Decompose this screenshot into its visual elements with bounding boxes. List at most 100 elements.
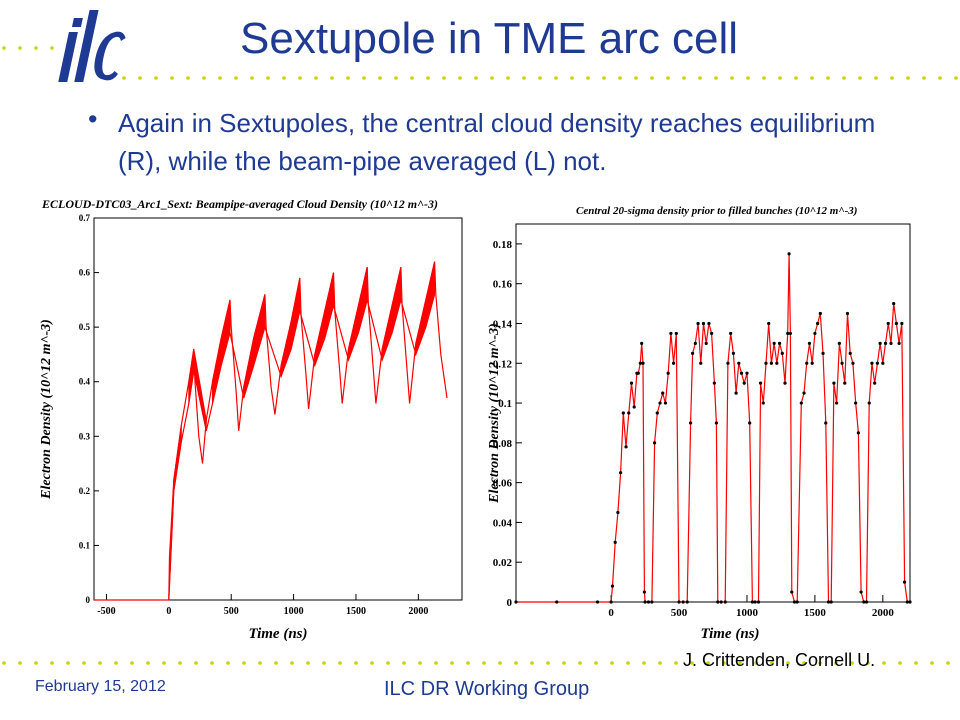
ilc-logo-mark (58, 10, 126, 82)
density-band-segment (280, 277, 301, 377)
dot (818, 661, 822, 665)
data-point (840, 361, 844, 365)
data-point (632, 405, 636, 409)
data-point (867, 401, 871, 405)
dot (898, 661, 902, 665)
chart-title: Central 20-sigma density prior to filled… (576, 205, 857, 217)
dot (906, 76, 910, 80)
dot (938, 76, 942, 80)
y-tick-label: 0.04 (493, 517, 513, 529)
chart-title: ECLOUD-DTC03_Arc1_Sext: Beampipe-average… (41, 197, 438, 211)
x-axis-label: Time (ns) (700, 626, 759, 642)
dot (202, 76, 206, 80)
density-band-segment (381, 267, 402, 361)
data-point (514, 600, 518, 604)
data-point (783, 381, 787, 385)
dot (34, 661, 38, 665)
top-dotted-rule (120, 76, 960, 80)
density-band-segment (415, 261, 436, 355)
data-point (699, 361, 703, 365)
bullet-marker: • (88, 104, 98, 134)
data-point (642, 590, 646, 594)
y-tick-label: 0.6 (79, 268, 91, 278)
dot (954, 76, 958, 80)
dot (914, 661, 918, 665)
dot (874, 76, 878, 80)
bullet-text: Again in Sextupoles, the central cloud d… (118, 108, 876, 176)
y-tick-label: 0.08 (493, 438, 513, 450)
dot (50, 661, 54, 665)
data-point (818, 311, 822, 316)
dot (594, 661, 598, 665)
data-point (908, 600, 912, 604)
dot (2, 661, 6, 665)
dot (690, 661, 694, 665)
data-point (691, 351, 695, 355)
data-point (646, 600, 651, 604)
y-tick-label: 0.4 (79, 377, 91, 387)
data-point (650, 600, 654, 604)
data-point (739, 371, 744, 375)
data-point (767, 321, 771, 326)
data-point (881, 361, 885, 365)
dot (506, 76, 510, 80)
dot (210, 661, 214, 665)
data-point (555, 600, 559, 604)
data-point (807, 341, 812, 345)
data-point (870, 361, 874, 365)
data-point (837, 341, 841, 345)
data-point (873, 381, 877, 385)
bottom-dotted-rule (0, 661, 960, 665)
data-point (753, 600, 757, 604)
data-point (761, 401, 765, 405)
dot (770, 661, 774, 665)
dot (234, 76, 238, 80)
dot (338, 661, 342, 665)
dot (866, 661, 870, 665)
dot (314, 76, 318, 80)
y-tick-label: 0.16 (493, 279, 513, 291)
dot (258, 661, 262, 665)
dot (802, 661, 806, 665)
data-point (658, 401, 662, 405)
data-point (886, 321, 890, 326)
y-axis-label: Electron Density (10^12 m^-3) (487, 323, 502, 504)
data-point (835, 401, 839, 405)
dot (162, 661, 166, 665)
y-tick-label: 0.2 (79, 486, 91, 496)
y-tick-label: 0.5 (79, 322, 91, 332)
data-point (621, 411, 625, 415)
slide-title: Sextupole in TME arc cell (240, 14, 739, 63)
x-tick-label: 1500 (804, 607, 827, 619)
dot (514, 661, 518, 665)
data-point (674, 331, 678, 336)
dot (522, 76, 526, 80)
data-point (802, 391, 806, 395)
dot (18, 661, 22, 665)
data-point (663, 401, 668, 405)
dot (50, 46, 54, 50)
dot (434, 661, 438, 665)
data-point (883, 341, 888, 345)
data-point (688, 421, 693, 425)
y-tick-label: 0 (86, 595, 91, 605)
dot (538, 76, 542, 80)
dot (186, 76, 190, 80)
y-tick-label: 0.06 (493, 478, 513, 490)
data-point (748, 421, 752, 425)
density-band-segment (347, 267, 368, 361)
dot (546, 661, 550, 665)
density-band-segment (188, 348, 207, 431)
data-point (640, 341, 644, 345)
data-point (666, 371, 670, 375)
plot-frame (515, 223, 911, 603)
data-point (843, 381, 847, 385)
data-point (854, 401, 858, 405)
data-point (610, 584, 615, 588)
dot (842, 76, 846, 80)
data-point (756, 600, 761, 604)
data-point (729, 331, 733, 336)
density-band-segment (212, 299, 231, 404)
data-point (677, 600, 681, 604)
dot (834, 661, 838, 665)
